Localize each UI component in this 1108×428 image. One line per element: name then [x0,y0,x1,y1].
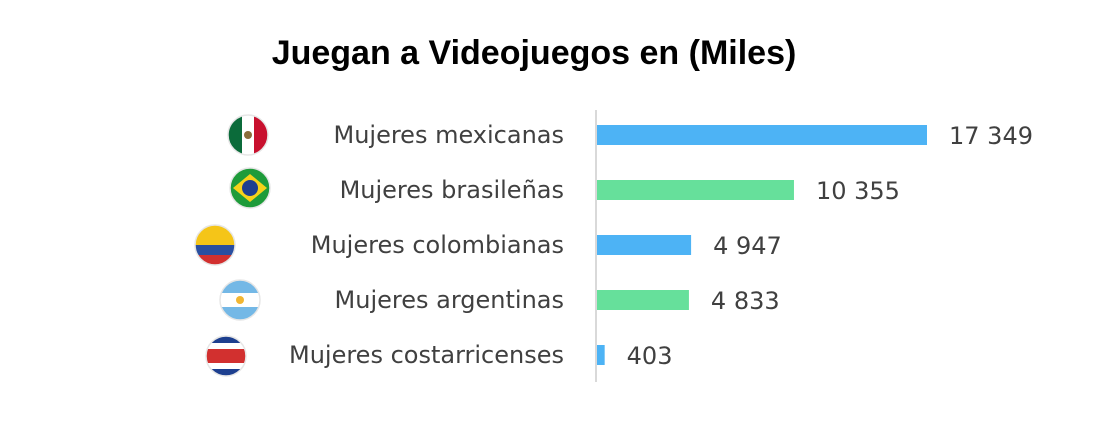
value-labels: 17 349 10 355 4 947 4 833 403 [627,122,1033,370]
colombia-flag-icon [195,225,235,265]
bars-group [597,125,927,365]
bar [597,125,927,145]
chart-title: Juegan a Videojuegos en (Miles) [271,34,797,72]
bar [597,235,692,255]
category-label: Mujeres mexicanas [333,121,564,149]
value-label: 17 349 [949,122,1033,150]
bar [597,290,689,310]
bar [597,180,794,200]
category-label: Mujeres brasileñas [340,176,564,204]
argentina-flag-icon [220,280,260,320]
value-label: 4 947 [713,232,782,260]
category-labels: Mujeres mexicanas Mujeres brasileñas Mujer… [289,121,564,369]
category-label: Mujeres colombianas [311,231,564,259]
value-label: 10 355 [816,177,900,205]
category-label: Mujeres argentinas [335,286,564,314]
category-label: Mujeres costarricenses [289,341,564,369]
flag-icons [194,114,271,377]
bar [597,345,605,365]
value-label: 4 833 [711,287,780,315]
brazil-flag-icon [230,168,270,208]
costa-rica-flag-icon [206,336,246,376]
value-label: 403 [627,342,673,370]
